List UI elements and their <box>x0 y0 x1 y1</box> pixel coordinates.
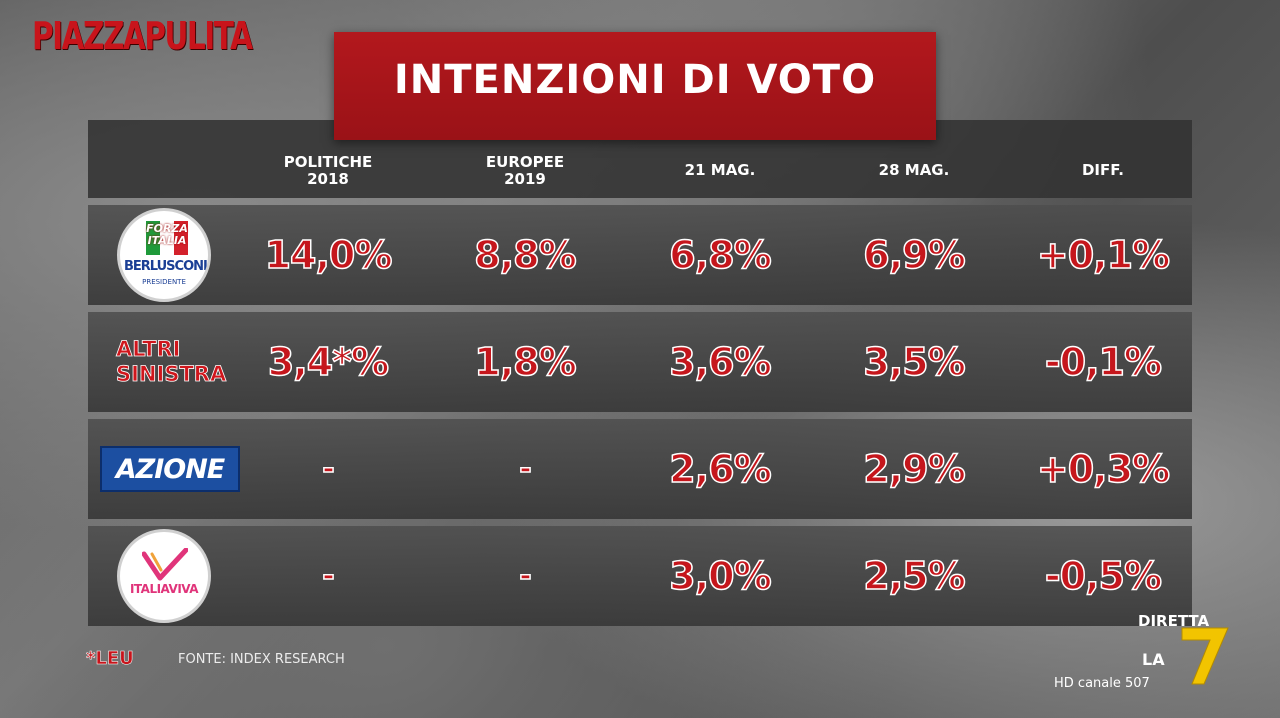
checkmark-icon <box>142 548 188 581</box>
table-row-forza-italia: FORZA ITALIA BERLUSCONI PRESIDENTE 14,0%… <box>88 205 1192 305</box>
value-cell: +0,1% <box>1036 232 1171 278</box>
la-label: LA <box>1142 650 1165 669</box>
forza-italia-logo: FORZA ITALIA BERLUSCONI PRESIDENTE <box>117 208 211 302</box>
presidente-text: PRESIDENTE <box>142 278 186 286</box>
channel-label: HD canale 507 <box>1054 676 1150 691</box>
value-cell: 6,9% <box>863 232 967 278</box>
value-cell: 8,8% <box>474 232 578 278</box>
piazzapulita-logo: PIAZZAPULITA <box>32 14 253 58</box>
altri-sinistra-label: ALTRI SINISTRA <box>116 337 227 387</box>
value-cell: 2,6% <box>669 446 773 492</box>
value-cell: 2,9% <box>863 446 967 492</box>
la7-logo: DIRETTA LA HD canale 507 <box>1054 612 1246 702</box>
value-cell: 3,4*% <box>267 339 390 385</box>
value-cell: - <box>518 451 532 488</box>
column-header: EUROPEE 2019 <box>485 153 565 188</box>
value-cell: 3,0% <box>669 553 773 599</box>
value-cell: 6,8% <box>669 232 773 278</box>
value-cell: +0,3% <box>1036 446 1171 492</box>
value-cell: 2,5% <box>863 553 967 599</box>
poll-table: POLITICHE 2018 EUROPEE 2019 21 MAG. 28 MAG. DI… <box>88 120 1192 626</box>
value-cell: -0,5% <box>1044 553 1163 599</box>
diretta-label: DIRETTA <box>1138 612 1210 630</box>
value-cell: - <box>518 558 532 595</box>
berlusconi-text: BERLUSCONI <box>124 259 208 274</box>
value-cell: - <box>321 558 335 595</box>
seven-icon <box>1181 627 1229 685</box>
footnote: *LEU <box>86 648 134 670</box>
column-header: 21 MAG. <box>684 161 756 179</box>
value-cell: -0,1% <box>1044 339 1163 385</box>
title-banner: INTENZIONI DI VOTO <box>334 32 936 140</box>
azione-logo: AZIONE <box>100 446 240 492</box>
value-cell: 3,6% <box>669 339 773 385</box>
value-cell: 14,0% <box>264 232 393 278</box>
column-header: DIFF. <box>1081 161 1125 179</box>
chart-title: INTENZIONI DI VOTO <box>393 57 877 103</box>
source-note: FONTE: INDEX RESEARCH <box>178 652 345 667</box>
italia-viva-logo-text: ITALIAVIVA <box>129 582 199 596</box>
forza-italia-logo-text: FORZA ITALIA <box>146 222 188 247</box>
table-row-azione: AZIONE - - 2,6% 2,9% +0,3% <box>88 419 1192 519</box>
value-cell: 3,5% <box>863 339 967 385</box>
column-header: 28 MAG. <box>878 161 950 179</box>
value-cell: 1,8% <box>474 339 578 385</box>
value-cell: - <box>321 451 335 488</box>
column-header: POLITICHE 2018 <box>283 153 373 188</box>
table-row-italia-viva: ITALIAVIVA - - 3,0% 2,5% -0,5% <box>88 526 1192 626</box>
table-row-altri-sinistra: ALTRI SINISTRA 3,4*% 1,8% 3,6% 3,5% -0,1% <box>88 312 1192 412</box>
italia-viva-logo: ITALIAVIVA <box>117 529 211 623</box>
